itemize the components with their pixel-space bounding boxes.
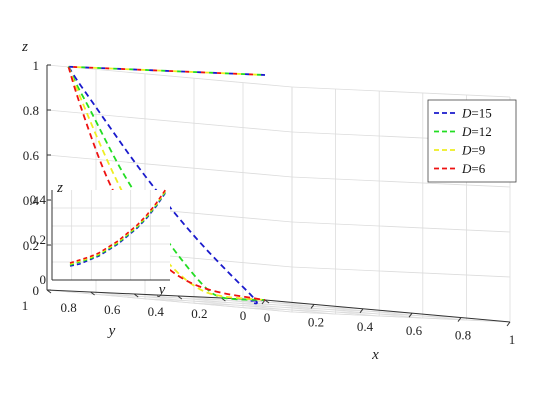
grid-line-right-z [291,221,511,233]
y-tick-mark [264,299,270,304]
legend-value: =12 [471,124,491,139]
legend-variable: D [461,106,472,121]
grid-line-right-z [291,86,511,98]
z-tick-label: 0.4 [23,193,40,208]
x-tick-mark [359,308,364,314]
inset-z-tick-label: 0.2 [30,232,46,247]
grid-line-floor-x [291,311,511,323]
x-tick-mark [310,304,315,309]
inset-z-tick-label: 0.4 [30,192,47,207]
y-tick-label: 0.4 [148,304,165,319]
grid-line-floor-y [90,291,336,315]
inset-panel: 0 0.2 0.4 z y [30,180,170,298]
inset-z-axis-label: z [56,180,63,196]
grid-line-floor-y [46,289,293,313]
series-line [67,66,266,305]
y-axis-line [46,289,266,301]
legend-label: D=12 [461,124,492,139]
x-tick-label: 0.6 [406,323,423,338]
series-top-segment [68,65,266,76]
y-tick-label: 1 [22,298,29,313]
x-tick-mark [408,312,413,318]
series-line [67,66,266,301]
y-tick-label: 0.8 [60,300,76,315]
y-axis-label: y [107,323,116,339]
z-tick-label: 1 [33,58,40,73]
legend-variable: D [461,161,472,176]
y-tick-label: 0.6 [104,302,121,317]
series-line [67,66,266,301]
x-axis-label: x [371,347,379,363]
legend-value: =6 [471,161,485,176]
grid-line-floor-y [177,295,423,319]
x-tick-mark [506,321,511,327]
z-tick-label: 0 [33,283,40,298]
legend-label: D=9 [461,143,485,158]
z-tick-label: 0.2 [23,238,39,253]
legend-label: D=15 [461,106,492,121]
grid-line-floor-x [95,294,315,305]
y-tick-mark [177,295,183,300]
legend-label: D=6 [461,161,486,176]
z-axis-label: z [21,39,28,55]
legend-value: =15 [471,106,491,121]
legend-value: =9 [471,143,485,158]
grid-line-right-z [291,266,511,278]
grid-line-floor-y [134,293,380,317]
z-tick-label: 0.8 [23,103,39,118]
x-tick-label: 1 [509,332,516,347]
x-tick-mark [457,317,462,322]
inset-z-tick-label: 0 [40,272,47,287]
legend-variable: D [461,124,472,139]
x-tick-label: 0.8 [455,328,471,343]
axes-box [46,64,511,327]
legend: D=15D=12D=9D=6 [427,99,517,183]
grid-line-right-z [291,176,511,188]
y-tick-mark [221,297,226,302]
grid-line-back-z [46,64,293,88]
y-tick-mark [133,293,139,298]
inset-series-line [69,191,167,267]
inset-series-line [69,190,167,266]
y-tick-label: 0 [240,308,247,323]
inset-series-line [69,189,167,265]
z-tick-label: 0.6 [23,148,40,163]
y-tick-mark [90,291,95,296]
inset-y-axis-label: y [157,282,166,298]
y-tick-label: 0.2 [191,306,207,321]
grid-line-back-z [46,154,293,178]
legend-variable: D [461,143,472,158]
x-axis-line [264,299,511,323]
x-tick-label: 0 [264,310,271,325]
grid-line-floor-x [242,307,462,318]
inset-series-line [69,188,167,264]
tick-labels: 0 0.2 0.4 0.6 0.8 100.20.40.60.8100.20.40.60.… [21,39,515,363]
grid-line-back-z [46,109,293,133]
x-tick-label: 0.2 [308,314,324,329]
x-tick-label: 0.4 [357,319,374,334]
